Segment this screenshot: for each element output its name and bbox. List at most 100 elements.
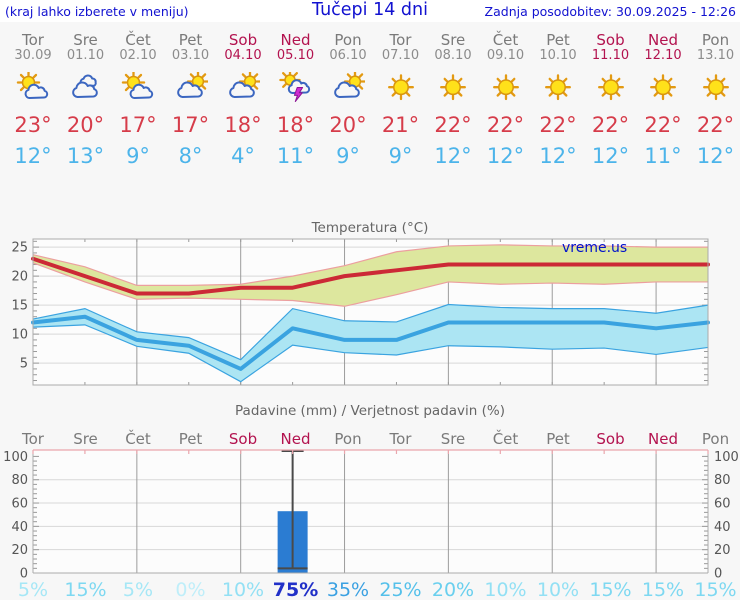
svg-text:25: 25 (11, 241, 28, 256)
day-column: Pet 10.10 22° 12° (530, 31, 586, 169)
weather-icon-slot (5, 70, 61, 104)
day-column: Pon 13.10 22° 12° (688, 31, 740, 169)
temperature-chart: 5 10 15 20 25 Temperatura (°C) vreme.us (11, 220, 710, 386)
min-temperature: 13° (66, 144, 105, 168)
svg-text:100: 100 (3, 450, 28, 465)
svg-text:Ned: Ned (281, 430, 311, 448)
probability-value: 15% (694, 579, 736, 600)
day-date: 01.10 (66, 48, 105, 63)
min-temperature: 12° (14, 144, 52, 168)
day-name: Čet (492, 31, 519, 49)
precip-day-labels: Tor Sre Čet Pet Sob Ned Pon Tor Sre Čet Pet Sob Ned P… (21, 429, 729, 448)
svg-text:Čet: Čet (493, 429, 519, 448)
day-date: 09.10 (486, 48, 525, 63)
max-temperature: 20° (66, 113, 105, 137)
day-date: 06.10 (329, 48, 367, 63)
page-title: Tučepi 14 dni (312, 0, 428, 20)
day-column: Sob 04.10 18° 4° (215, 31, 271, 169)
day-name: Pet (546, 31, 570, 49)
weather-icon-slot (478, 72, 534, 104)
day-column: Čet 09.10 22° 12° (478, 31, 534, 169)
min-temperature: 12° (591, 144, 630, 168)
svg-text:80: 80 (714, 473, 731, 488)
max-temperature: 18° (276, 113, 315, 137)
max-temperature: 22° (591, 113, 630, 137)
day-column: Pet 03.10 17° 8° (163, 31, 219, 169)
max_temp_c-line (31, 256, 710, 296)
temp-chart-title: Temperatura (°C) (311, 220, 429, 236)
svg-text:Ned: Ned (648, 430, 678, 448)
weather-icon-slot (58, 72, 114, 104)
svg-text:20: 20 (11, 270, 28, 285)
probability-value: 5% (18, 579, 48, 600)
y-axis-labels-left: 0 20 40 60 80 100 (3, 450, 28, 582)
max-temperature: 18° (224, 113, 262, 137)
svg-text:Sre: Sre (441, 430, 466, 448)
max-temperature: 20° (329, 113, 367, 137)
sun-cloud-lightning-icon (278, 69, 310, 102)
svg-text:60: 60 (714, 497, 731, 512)
max-temperature: 22° (434, 113, 472, 137)
weather-icon-slot (163, 70, 219, 104)
min_temp_c-band-lower-edge (32, 324, 709, 383)
day-name: Pon (701, 31, 730, 49)
top-pink-axis (32, 449, 709, 454)
max-temperature: 22° (539, 113, 577, 137)
svg-text:10: 10 (11, 328, 28, 343)
svg-text:Pet: Pet (546, 430, 570, 448)
svg-text:Pon: Pon (702, 430, 729, 448)
day-name: Pet (178, 31, 203, 49)
svg-text:40: 40 (714, 520, 731, 535)
precip-chart-title: Padavine (mm) / Verjetnost padavin (%) (235, 403, 505, 419)
day-column: Čet 02.10 17° 9° (110, 32, 166, 169)
day-column: Sre 01.10 20° 13° (58, 31, 114, 169)
max_temp_c-band-upper-edge (32, 244, 708, 287)
header-bar: (kraj lahko izberete v meniju) Tučepi 14… (0, 0, 740, 22)
day-date: 12.10 (644, 48, 682, 63)
probability-value: 20% (432, 579, 474, 600)
svg-text:20: 20 (11, 543, 28, 558)
probability-value: 10% (484, 579, 526, 600)
last-update-text: Zadnja posodobitev: 30.09.2025 - 12:26 (484, 4, 736, 19)
min-temperature: 11° (276, 144, 315, 168)
sun-icon (597, 74, 624, 101)
day-date: 13.10 (696, 48, 735, 63)
max-temperature: 22° (696, 113, 735, 137)
max-temperature: 21° (381, 113, 420, 137)
svg-text:0: 0 (714, 567, 722, 582)
max-temperature: 17° (119, 113, 157, 137)
day-name: Sre (73, 31, 98, 49)
precipitation-chart: Tor Sre Čet Pet Sob Ned Pon Tor Sre Čet Pet Sob Ned P… (3, 403, 739, 600)
sun-small-cloud-icon (16, 70, 49, 99)
cloud-sun-icon (334, 70, 367, 98)
probability-value: 10% (222, 579, 264, 600)
max_temp_c-band-lower-edge (32, 262, 708, 307)
svg-text:Sob: Sob (229, 430, 257, 448)
min-temperature: 12° (696, 144, 735, 168)
day-name: Tor (389, 31, 412, 49)
svg-text:5: 5 (20, 357, 28, 372)
day-name: Tor (22, 31, 44, 49)
min-temperature: 8° (178, 144, 203, 168)
svg-text:Pon: Pon (334, 430, 361, 448)
day-column: Pon 06.10 20° 9° (320, 32, 376, 169)
weather-icon-slot (268, 69, 324, 104)
min_temp_c-band-upper-edge (32, 303, 709, 361)
weather-icon-slot (425, 72, 481, 104)
sun-icon (440, 74, 466, 101)
probability-value: 25% (379, 579, 421, 600)
probability-value: 35% (327, 579, 369, 600)
y-axis-labels-right: 0 20 40 60 80 100 (714, 450, 739, 582)
day-column: Tor 07.10 21° 9° (373, 31, 429, 169)
probability-value: 15% (589, 579, 631, 600)
y-axis-labels: 5 10 15 20 25 (11, 241, 28, 372)
day-date: 08.10 (434, 48, 472, 63)
sun-icon (387, 74, 414, 101)
day-column: Sre 08.10 22° 12° (425, 32, 481, 169)
weather-icon-slot (583, 72, 639, 104)
day-date: 10.10 (539, 48, 577, 63)
max-temperature: 22° (486, 113, 525, 137)
day-name: Sob (228, 31, 258, 49)
day-date: 30.09 (14, 48, 52, 63)
